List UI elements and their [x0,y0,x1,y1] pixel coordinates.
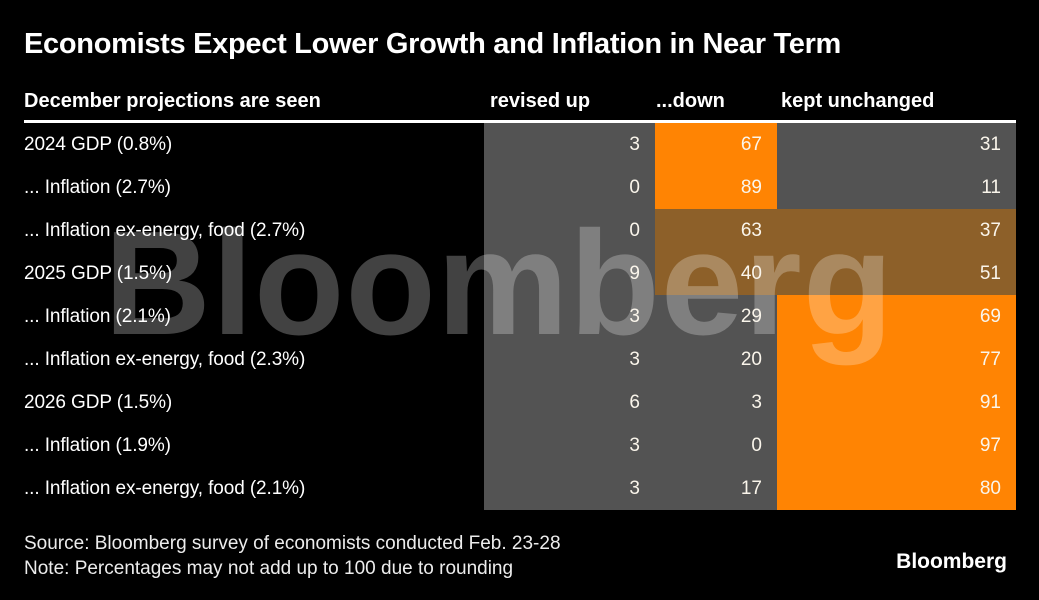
kept-unchanged-value: 37 [979,219,1001,241]
revised-up-cell: 6 [484,381,655,424]
header-rule [24,120,1016,123]
revised-up-value: 3 [629,434,640,456]
kept-unchanged-value: 80 [979,477,1001,499]
revised-down-cell: 0 [655,424,777,467]
revised-down-value: 20 [740,348,762,370]
source-text: Source: Bloomberg survey of economists c… [24,533,561,554]
kept-unchanged-cell: 77 [777,338,1016,381]
kept-unchanged-cell: 91 [777,381,1016,424]
column-header-kept-unchanged: kept unchanged [781,90,935,112]
kept-unchanged-value: 51 [979,262,1001,284]
row-label: ... Inflation (2.1%) [24,305,171,327]
revised-up-cell: 3 [484,338,655,381]
column-headers: December projections are seen revised up… [0,90,1039,114]
revised-down-value: 63 [740,219,762,241]
table-row: ... Inflation ex-energy, food (2.3%) 3 2… [0,338,1039,381]
kept-unchanged-cell: 37 [777,209,1016,252]
revised-down-cell: 17 [655,467,777,510]
revised-down-cell: 40 [655,252,777,295]
row-label: 2024 GDP (0.8%) [24,133,173,155]
kept-unchanged-value: 31 [979,133,1001,155]
row-header-label: December projections are seen [24,90,321,112]
revised-down-cell: 67 [655,123,777,166]
table-row: 2025 GDP (1.5%) 9 40 51 [0,252,1039,295]
row-label: ... Inflation (2.7%) [24,176,171,198]
revised-down-cell: 29 [655,295,777,338]
table-row: ... Inflation (2.1%) 3 29 69 [0,295,1039,338]
kept-unchanged-cell: 97 [777,424,1016,467]
revised-down-value: 29 [740,305,762,327]
revised-up-cell: 3 [484,295,655,338]
revised-down-value: 3 [751,391,762,413]
revised-down-cell: 89 [655,166,777,209]
revised-down-value: 67 [740,133,762,155]
table-row: 2026 GDP (1.5%) 6 3 91 [0,381,1039,424]
revised-up-value: 6 [629,391,640,413]
kept-unchanged-value: 11 [981,176,1001,198]
bloomberg-logo: Bloomberg [896,550,1007,573]
row-label: 2026 GDP (1.5%) [24,391,173,413]
kept-unchanged-value: 97 [979,434,1001,456]
column-header-revised-up: revised up [490,90,591,112]
kept-unchanged-cell: 51 [777,252,1016,295]
revised-up-value: 0 [629,219,640,241]
row-label: ... Inflation ex-energy, food (2.7%) [24,219,306,241]
chart-title: Economists Expect Lower Growth and Infla… [24,28,842,60]
row-label: ... Inflation ex-energy, food (2.1%) [24,477,306,499]
revised-down-value: 0 [751,434,762,456]
revised-up-cell: 0 [484,166,655,209]
revised-down-cell: 3 [655,381,777,424]
data-table: 2024 GDP (0.8%) 3 67 31 ... Inflation (2… [0,123,1039,510]
revised-up-value: 3 [629,477,640,499]
kept-unchanged-cell: 69 [777,295,1016,338]
row-label: 2025 GDP (1.5%) [24,262,173,284]
revised-up-cell: 0 [484,209,655,252]
kept-unchanged-value: 69 [979,305,1001,327]
kept-unchanged-cell: 80 [777,467,1016,510]
revised-down-cell: 20 [655,338,777,381]
revised-up-cell: 3 [484,467,655,510]
table-row: ... Inflation ex-energy, food (2.1%) 3 1… [0,467,1039,510]
kept-unchanged-cell: 11 [777,166,1016,209]
revised-up-value: 3 [629,305,640,327]
kept-unchanged-value: 77 [979,348,1001,370]
revised-down-value: 40 [740,262,762,284]
revised-down-cell: 63 [655,209,777,252]
revised-up-value: 3 [629,348,640,370]
table-row: ... Inflation ex-energy, food (2.7%) 0 6… [0,209,1039,252]
table-row: ... Inflation (2.7%) 0 89 11 [0,166,1039,209]
revised-up-cell: 9 [484,252,655,295]
revised-up-value: 0 [629,176,640,198]
column-header-down: ...down [656,90,725,112]
revised-down-value: 89 [740,176,762,198]
revised-down-value: 17 [740,477,762,499]
table-row: ... Inflation (1.9%) 3 0 97 [0,424,1039,467]
row-label: ... Inflation ex-energy, food (2.3%) [24,348,306,370]
kept-unchanged-cell: 31 [777,123,1016,166]
row-label: ... Inflation (1.9%) [24,434,171,456]
revised-up-value: 3 [629,133,640,155]
note-text: Note: Percentages may not add up to 100 … [24,558,514,579]
revised-up-cell: 3 [484,123,655,166]
table-row: 2024 GDP (0.8%) 3 67 31 [0,123,1039,166]
kept-unchanged-value: 91 [979,391,1001,413]
revised-up-value: 9 [629,262,640,284]
revised-up-cell: 3 [484,424,655,467]
